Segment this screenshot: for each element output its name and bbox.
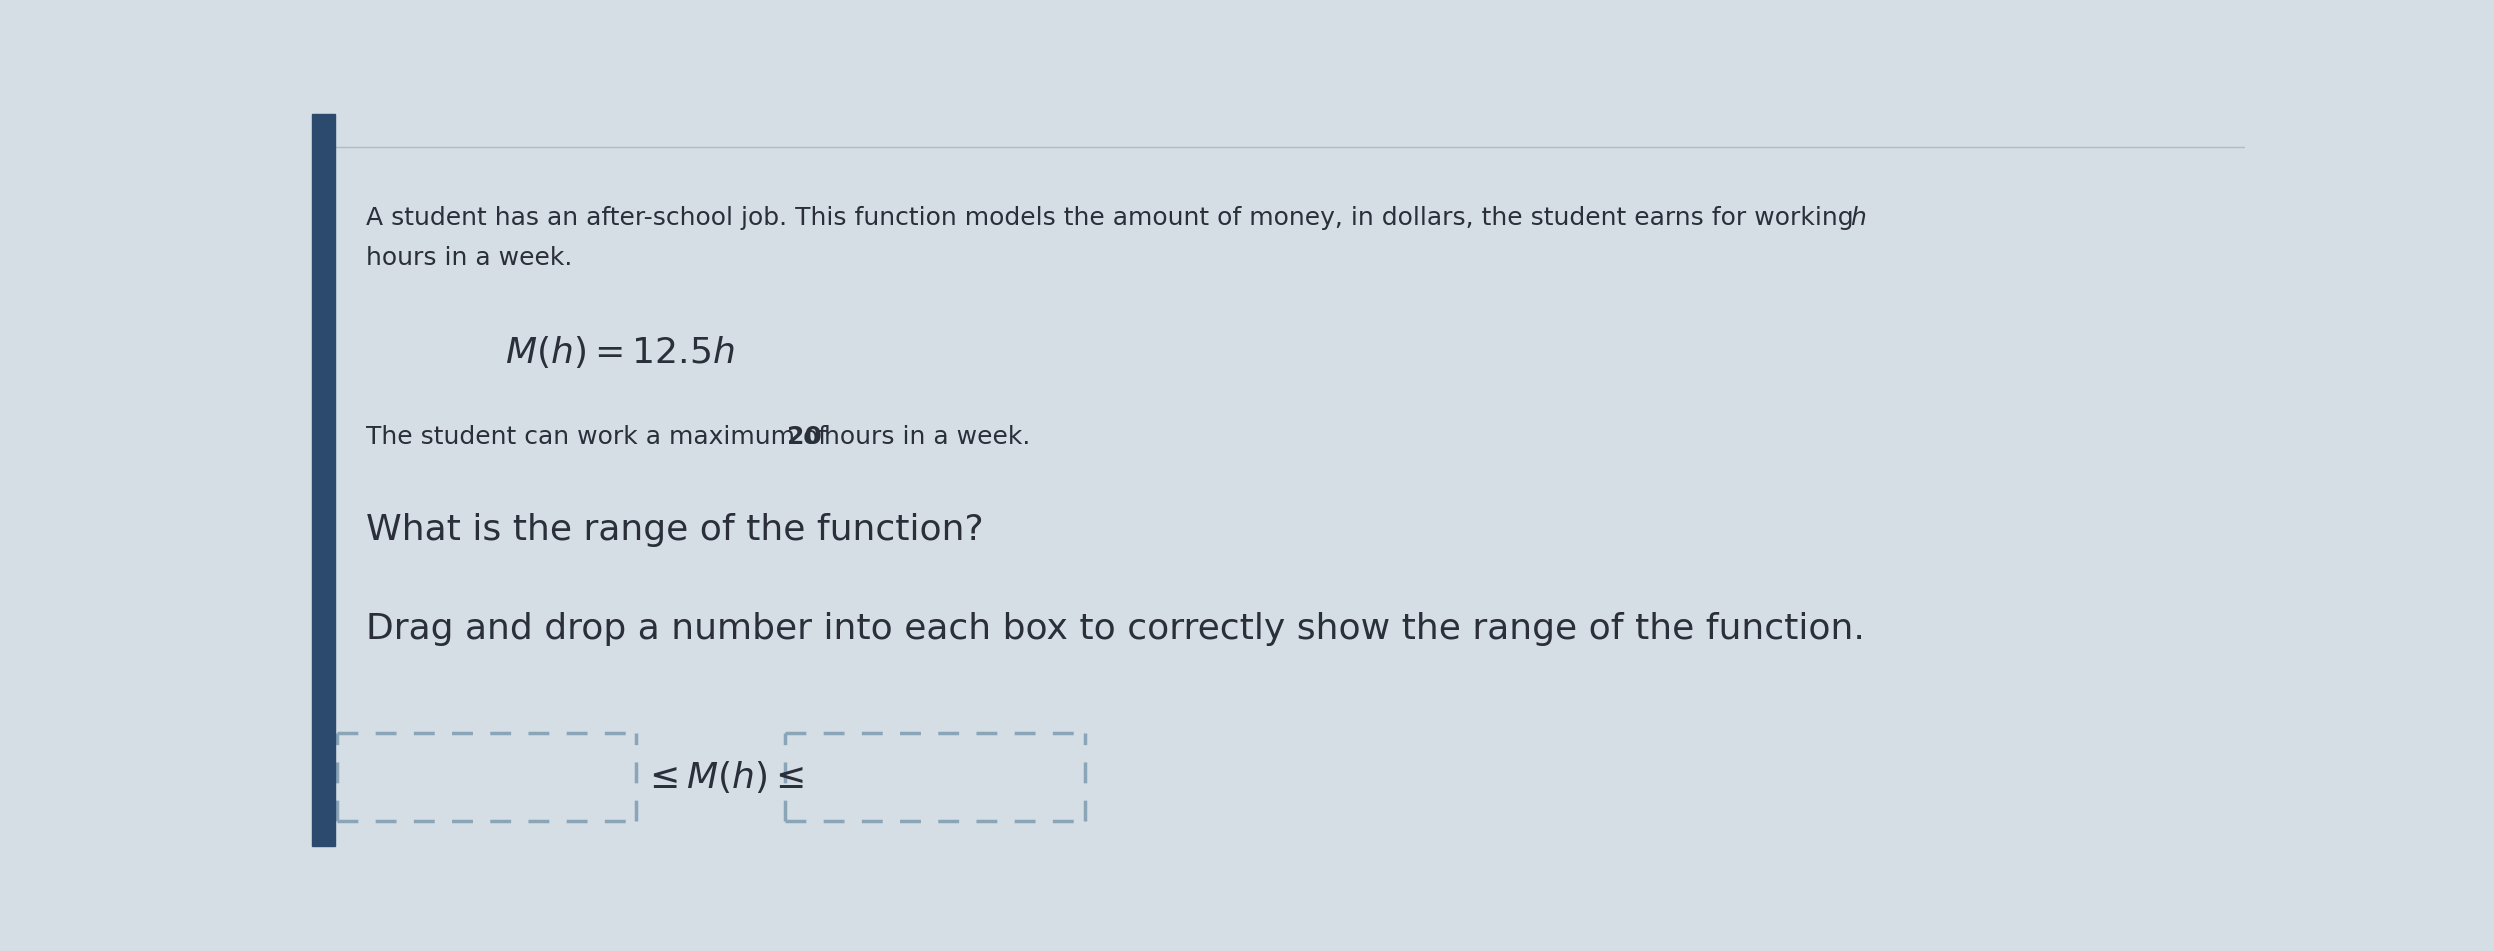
Text: Drag and drop a number into each box to correctly show the range of the function: Drag and drop a number into each box to … [367,612,1866,646]
Text: $\mathit{M}(\mathit{h}) = 12.5\mathit{h}$: $\mathit{M}(\mathit{h}) = 12.5\mathit{h}… [504,334,736,370]
Text: hours in a week.: hours in a week. [816,425,1030,449]
Text: A student has an after-school job. This function models the amount of money, in : A student has an after-school job. This … [367,205,1861,229]
Text: What is the range of the function?: What is the range of the function? [367,514,983,547]
Bar [312,114,334,846]
Text: $\leq \mathit{M}(\mathit{h}) \leq$: $\leq \mathit{M}(\mathit{h}) \leq$ [643,759,806,795]
Text: 20: 20 [788,425,823,449]
Text: The student can work a maximum of: The student can work a maximum of [367,425,835,449]
Text: $\mathit{h}$: $\mathit{h}$ [1851,205,1866,229]
Text: hours in a week.: hours in a week. [367,246,571,270]
